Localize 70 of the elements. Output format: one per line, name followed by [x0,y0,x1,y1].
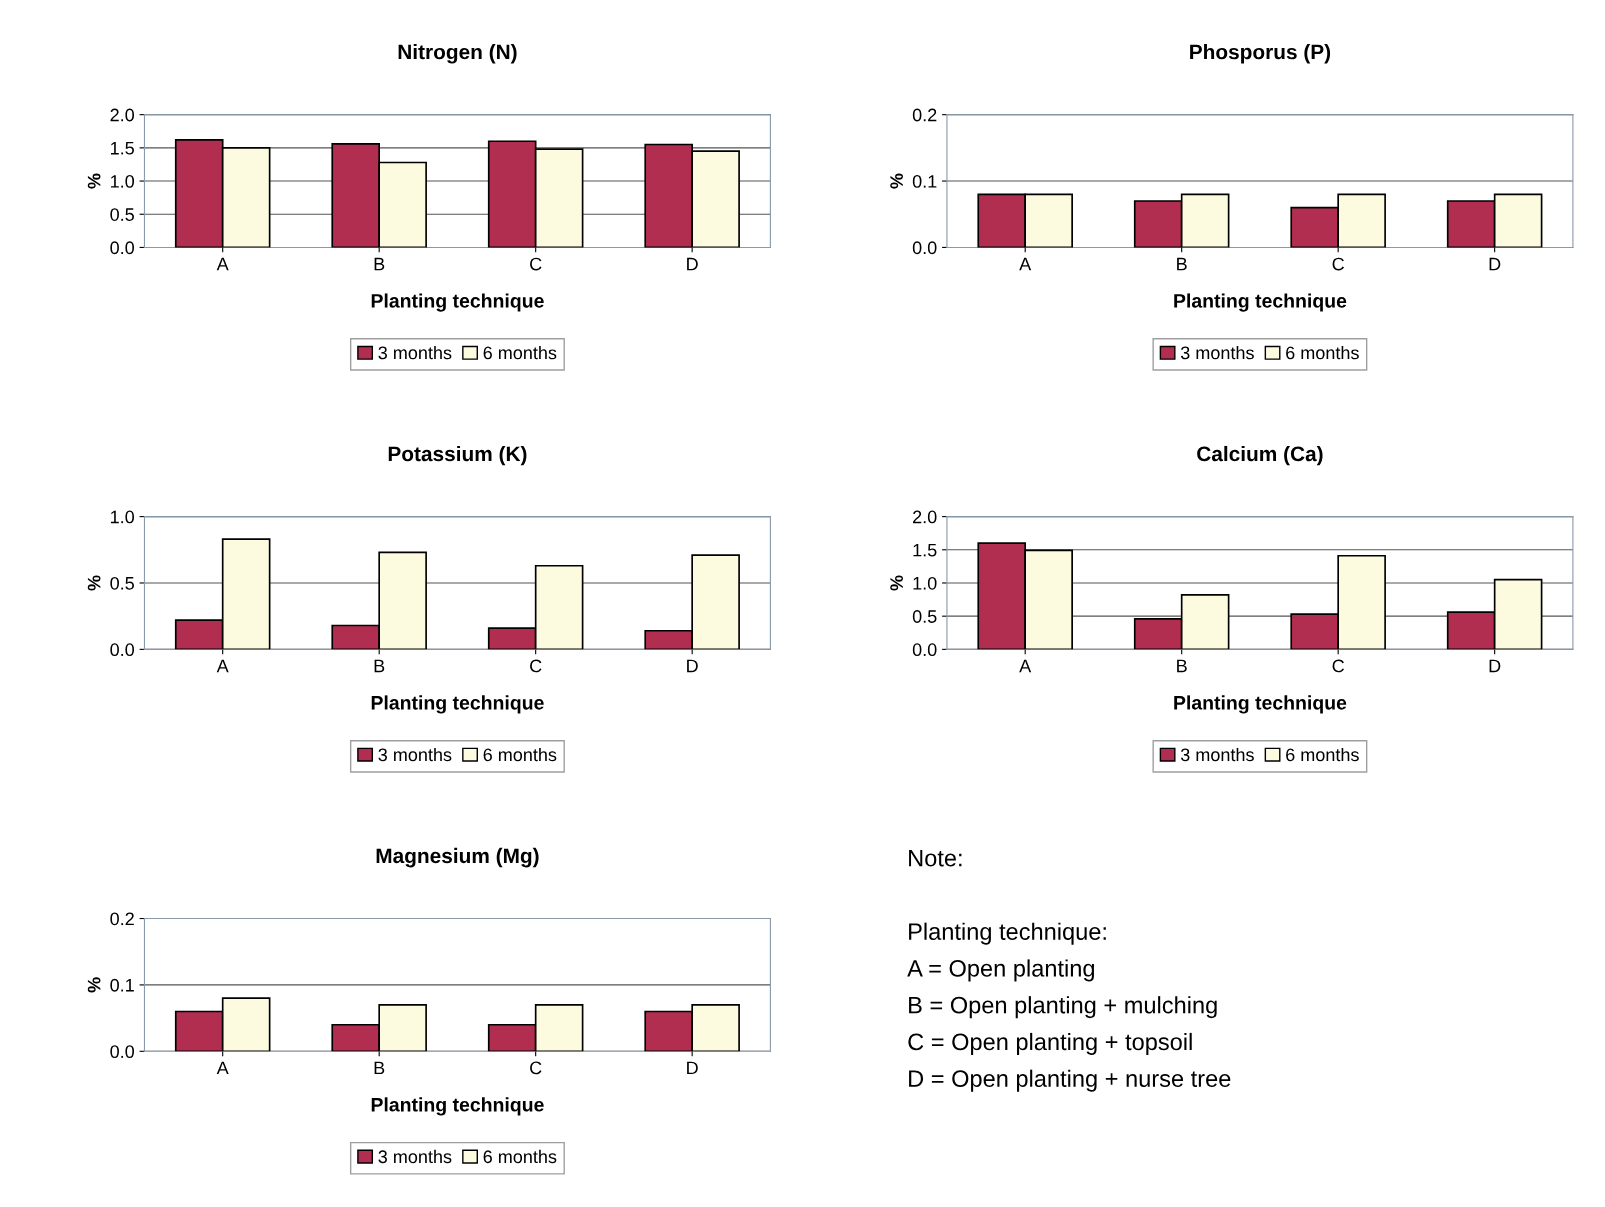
y-axis-title: % [890,575,903,591]
legend-label: 3 months [1180,747,1254,762]
y-tick-label: 2.0 [110,108,135,122]
y-tick-label: 0.0 [110,1045,135,1059]
y-tick-label: 0.1 [912,174,937,188]
x-tick-label: C [1332,659,1344,673]
text: B = Open planting + mulching [909,996,1217,1019]
y-tick-label: 1.0 [111,174,135,188]
x-tick-label: D [1489,257,1501,271]
x-axis-title: Planting technique [371,1097,544,1116]
x-tick-label: A [216,1061,229,1075]
y-tick-label: 1.5 [913,543,937,557]
x-tick-label: C [530,257,542,271]
legend-label: 6 months [483,1149,557,1164]
legend-label: 6 months [483,747,557,762]
chart-title: Nitrogen (N) [398,44,517,64]
y-tick-label: 1.0 [913,576,937,590]
x-tick-label: B [374,257,385,271]
y-axis-title: % [87,575,101,591]
x-tick-label: C [530,1061,542,1075]
y-axis-title: % [87,173,101,189]
legend-label: 3 months [1180,346,1254,360]
legend-label: 3 months [378,346,452,360]
y-axis-title: % [890,173,903,189]
y-tick-label: 0.0 [912,241,937,255]
y-tick-label: 0.2 [110,912,134,926]
text: Note: [909,849,962,867]
chart-title: Phosporus (P) [1190,44,1331,64]
x-tick-label: D [687,1061,698,1075]
y-tick-label: 0.1 [110,978,134,992]
y-tick-label: 0.0 [912,643,937,657]
y-tick-label: 2.0 [913,510,937,524]
x-tick-label: D [1489,659,1501,673]
x-tick-label: A [216,257,229,271]
y-tick-label: 0.5 [110,208,134,221]
legend-label: 6 months [1286,747,1359,762]
legend-label: 3 months [378,1149,452,1164]
x-tick-label: C [1332,257,1344,271]
x-tick-label: B [1177,659,1187,673]
y-tick-label: 0.0 [110,643,135,657]
y-tick-label: 1.0 [111,510,135,524]
x-tick-label: B [374,659,385,673]
text: A = Open planting [907,959,1095,982]
y-tick-label: 0.0 [110,241,135,255]
x-tick-label: B [1177,257,1187,271]
x-tick-label: A [1019,659,1032,673]
y-tick-label: 0.2 [912,108,937,122]
legend-label: 6 months [483,346,557,360]
text: Planting technique: [909,922,1106,945]
x-axis-title: Planting technique [371,293,544,312]
legend-label: 3 months [378,747,452,762]
x-axis-title: Planting technique [1174,695,1347,714]
x-tick-label: D [687,659,698,673]
chart-title: Calcium (Ca) [1197,445,1323,466]
x-tick-label: A [1019,257,1032,271]
x-axis-title: Planting technique [1174,293,1347,312]
y-tick-label: 0.5 [912,610,937,623]
legend-label: 6 months [1286,346,1359,360]
text: C = Open planting + topsoil [908,1032,1192,1055]
x-tick-label: D [687,257,698,271]
text: D = Open planting + nurse tree [909,1069,1231,1092]
x-axis-title: Planting technique [371,695,544,714]
x-tick-label: B [374,1061,385,1075]
x-tick-label: C [530,659,542,673]
y-tick-label: 0.5 [110,576,134,590]
y-tick-label: 1.5 [111,141,134,155]
chart-title: Magnesium (Mg) [376,847,539,868]
chart-title: Potassium (K) [388,445,527,466]
x-tick-label: A [216,659,229,673]
y-axis-title: % [87,977,101,993]
